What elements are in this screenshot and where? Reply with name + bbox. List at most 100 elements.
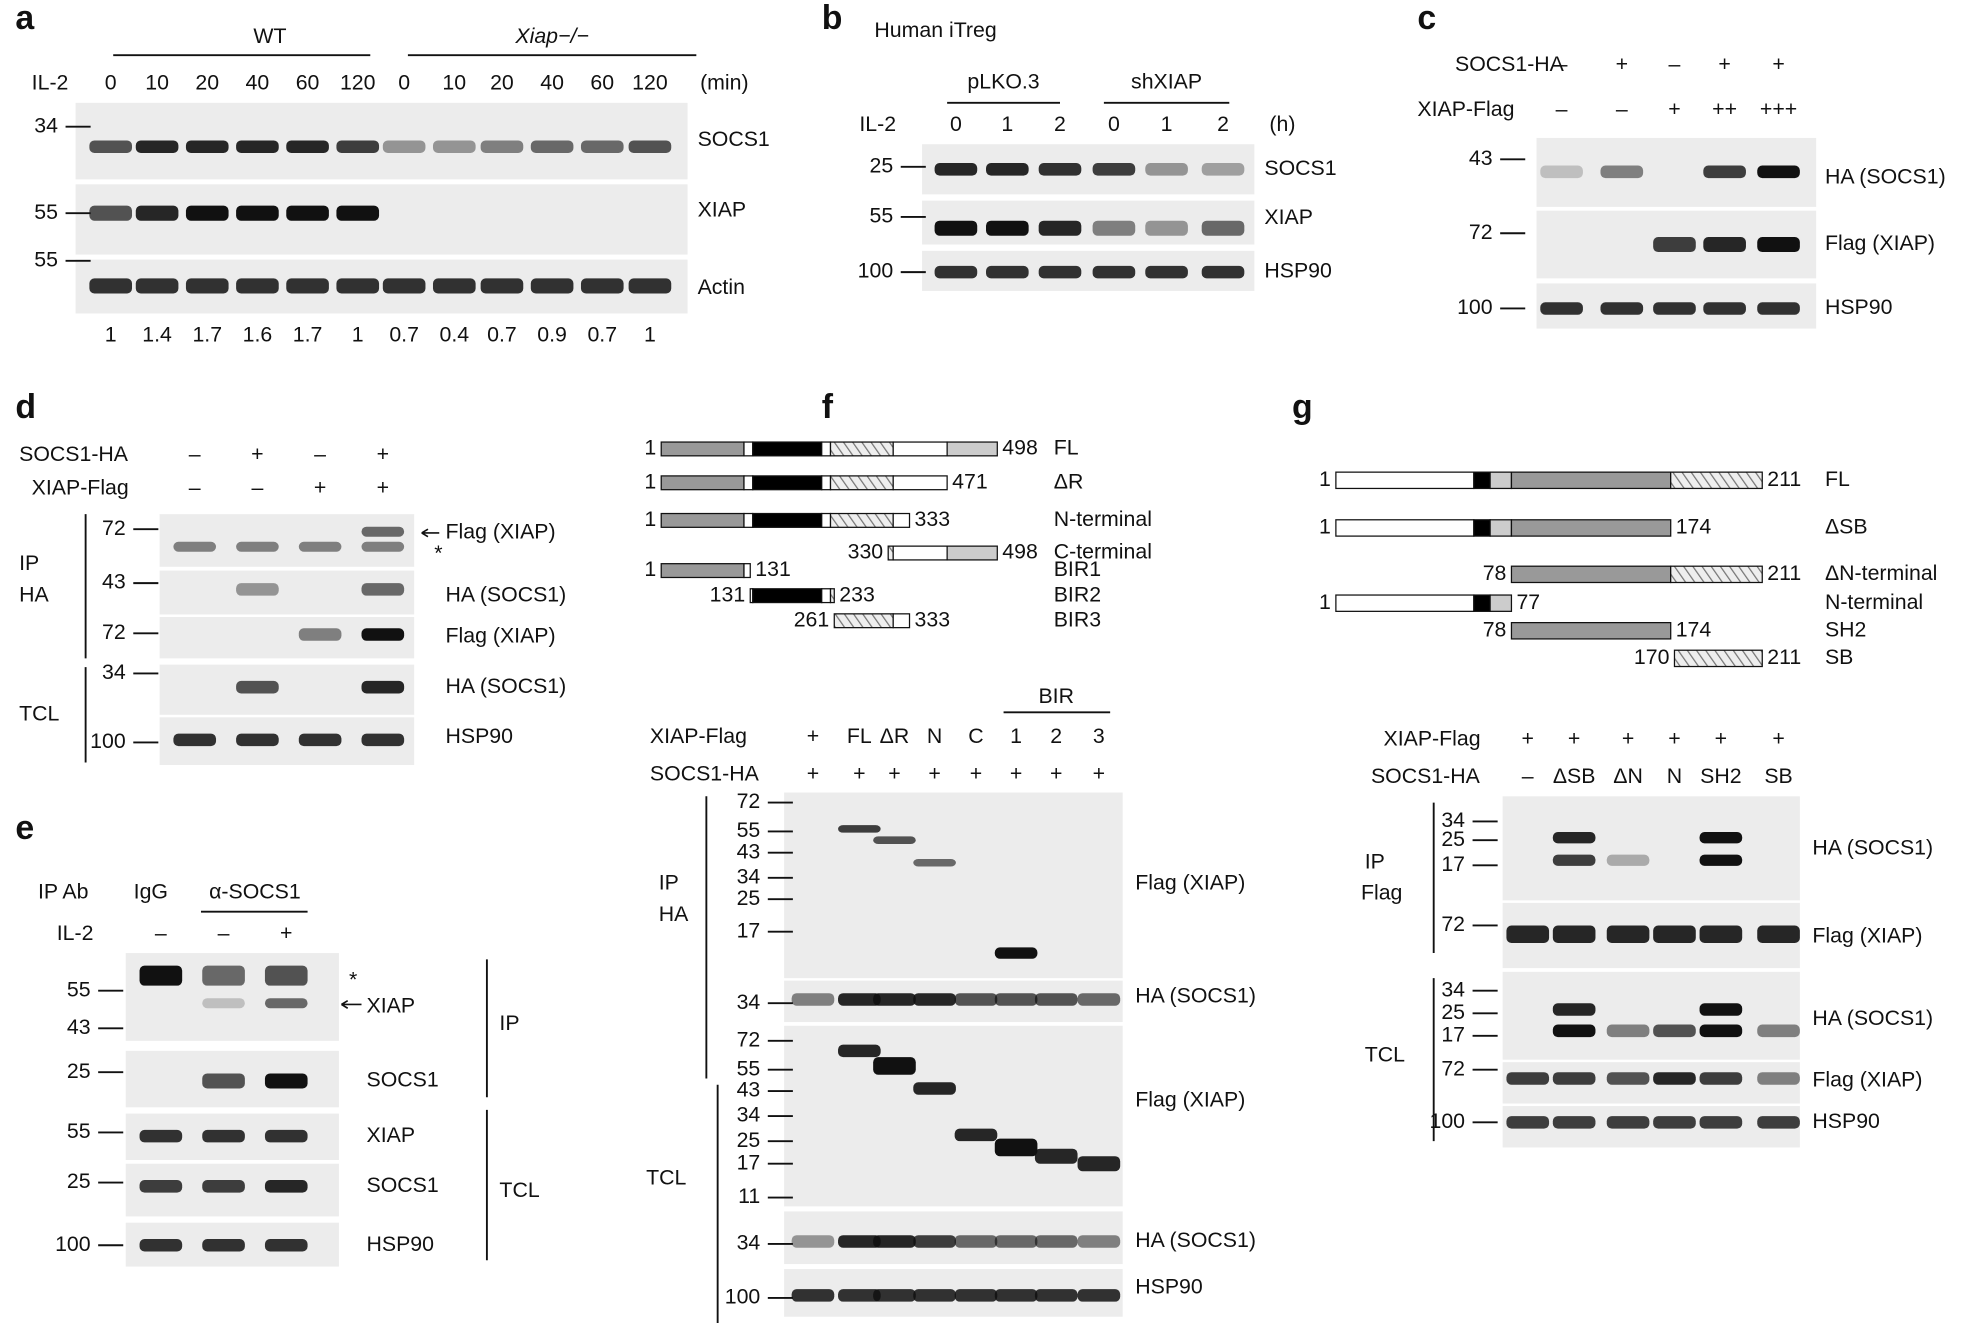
- domain-segment: [946, 441, 998, 457]
- band: [135, 205, 179, 221]
- time-label: 60: [590, 71, 614, 95]
- residue-start: 1: [1319, 467, 1331, 491]
- band: [139, 1129, 183, 1143]
- band: [628, 278, 672, 294]
- marker-label: 55: [737, 1056, 761, 1080]
- band: [986, 265, 1029, 279]
- panel-label: g: [1292, 388, 1313, 426]
- band: [361, 628, 405, 641]
- residue-end: 233: [839, 582, 875, 606]
- band: [173, 733, 217, 747]
- time-label: 0: [950, 112, 962, 136]
- quantification: 1: [644, 323, 656, 347]
- band: [202, 998, 245, 1009]
- blot-label: HA (SOCS1): [1812, 836, 1933, 860]
- domain-segment: [660, 441, 745, 457]
- blot-label: HSP90: [1825, 295, 1893, 319]
- domain-segment: [829, 475, 894, 491]
- band: [913, 993, 956, 1006]
- blot: [1502, 1106, 1800, 1148]
- band: [480, 140, 524, 153]
- residue-start: 261: [794, 607, 830, 631]
- marker-label: 34: [737, 990, 761, 1014]
- section-label: IP: [19, 551, 39, 575]
- domain-segment: [821, 475, 832, 491]
- lane-label: +: [1568, 727, 1580, 751]
- domain-segment: [1489, 471, 1513, 490]
- panel-label: a: [15, 0, 35, 37]
- band: [954, 1128, 998, 1142]
- construct-name: FL: [1825, 467, 1850, 491]
- domain-segment: [829, 441, 894, 457]
- marker-label: 55: [67, 977, 91, 1001]
- condition-label: XIAP-Flag: [1417, 97, 1514, 121]
- panel-label: b: [822, 0, 843, 37]
- marker-label: 17: [737, 1150, 761, 1174]
- band: [913, 859, 956, 867]
- domain-segment: [892, 545, 948, 561]
- band: [432, 140, 476, 153]
- band: [994, 1235, 1038, 1248]
- blot-label: HA (SOCS1): [1135, 1228, 1256, 1252]
- domain-segment: [1473, 594, 1491, 612]
- band: [1653, 237, 1696, 253]
- band: [1606, 1024, 1650, 1038]
- band: [361, 583, 405, 596]
- band: [1201, 220, 1245, 236]
- domain-segment: [1670, 565, 1763, 584]
- section-label: TCL: [1365, 1043, 1405, 1067]
- lane-label: ΔR: [880, 724, 910, 748]
- blot-label: XIAP: [698, 197, 747, 221]
- quantification: 1.7: [293, 323, 323, 347]
- residue-end: 211: [1767, 645, 1801, 669]
- marker-label: 72: [737, 1027, 761, 1051]
- group-label: Xiap−/−: [514, 24, 588, 48]
- lane-label: 1: [1010, 724, 1022, 748]
- residue-start: 1: [1319, 590, 1331, 614]
- marker-label: 72: [1441, 1056, 1465, 1080]
- band: [286, 205, 329, 221]
- panel-title: Human iTreg: [874, 18, 996, 42]
- band: [1703, 302, 1746, 315]
- domain-segment: [752, 441, 823, 457]
- time-label: 20: [195, 71, 219, 95]
- blot: [1502, 971, 1800, 1060]
- blot-label: SOCS1: [367, 1173, 439, 1197]
- band: [1552, 1003, 1596, 1016]
- time-label: 120: [340, 71, 376, 95]
- band: [1606, 1116, 1650, 1129]
- domain-segment: [1510, 471, 1672, 490]
- band: [628, 140, 672, 153]
- marker-label: 17: [1441, 1022, 1465, 1046]
- construct-name: BIR2: [1054, 582, 1101, 606]
- band: [1145, 265, 1188, 279]
- condition-label: IP Ab: [38, 879, 89, 903]
- quantification: 1.6: [243, 323, 273, 347]
- time-label: 10: [145, 71, 169, 95]
- band: [1034, 993, 1078, 1006]
- group-label: pLKO.3: [967, 69, 1039, 93]
- lane-label: +: [888, 762, 900, 786]
- blot-label: Flag (XIAP): [1135, 871, 1245, 895]
- marker-label: 25: [737, 1128, 761, 1152]
- blot-label: HSP90: [367, 1232, 435, 1256]
- blot-label: Flag (XIAP): [1812, 923, 1922, 947]
- domain-segment: [892, 441, 948, 457]
- domain-segment: [1335, 519, 1475, 537]
- band: [480, 278, 524, 294]
- section-label: HA: [659, 902, 689, 926]
- band: [580, 278, 624, 294]
- time-label: 1: [1161, 112, 1173, 136]
- band: [934, 220, 978, 236]
- band: [1092, 163, 1136, 176]
- band: [1145, 163, 1188, 176]
- blot-label: HA (SOCS1): [446, 582, 567, 606]
- time-label: 60: [296, 71, 320, 95]
- blot-label: HA (SOCS1): [446, 674, 567, 698]
- band: [264, 1129, 308, 1143]
- band: [202, 1129, 245, 1143]
- time-label: 20: [490, 71, 514, 95]
- band: [994, 1289, 1038, 1302]
- domain-segment: [752, 588, 823, 604]
